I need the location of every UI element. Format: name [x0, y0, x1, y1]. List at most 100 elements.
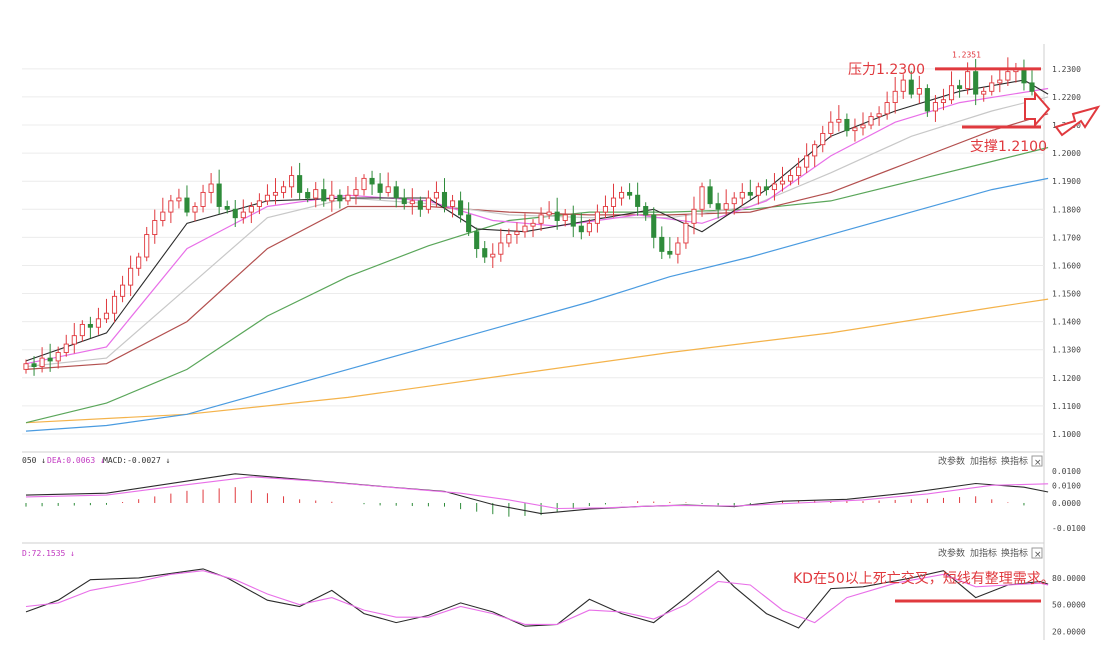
candle-up	[256, 200, 262, 207]
candle-down	[441, 191, 448, 207]
candle-up	[313, 189, 319, 199]
candle-down	[715, 203, 721, 210]
macd-tick-label: -0.0100	[1052, 524, 1086, 533]
candle-down	[578, 225, 584, 233]
candle-up	[63, 343, 69, 353]
macd-tick-label: 0.0100	[1052, 467, 1081, 476]
candle-down	[482, 248, 488, 258]
candle-down	[232, 208, 238, 219]
candle-down	[474, 231, 480, 250]
macd-close-button[interactable]	[1031, 455, 1043, 467]
candle-up	[546, 211, 552, 216]
candle-up	[739, 191, 745, 199]
candle-up	[409, 200, 415, 205]
candle-up	[586, 222, 592, 233]
moving-average-line	[25, 177, 1049, 432]
candle-up	[71, 335, 77, 345]
price-tick-label: 1.2000	[1052, 149, 1081, 158]
candle-up	[602, 206, 609, 213]
candle-up	[771, 183, 778, 191]
candle-up	[192, 206, 198, 213]
candle-down	[844, 118, 850, 132]
candle-down	[305, 191, 311, 199]
candle-up	[932, 102, 938, 112]
candle-down	[635, 194, 641, 207]
candle-down	[417, 200, 423, 210]
price-tick-label: 1.1400	[1052, 318, 1081, 327]
candle-down	[369, 177, 375, 185]
macd-panel: 050 ↓ DEA:0.0063 ↓ MACD:-0.0027 ↓ 改参数 加指…	[22, 455, 1086, 533]
macd-add-indicator-button[interactable]: 加指标	[970, 455, 997, 467]
candle-up	[152, 220, 158, 236]
price-tick-label: 1.2300	[1052, 65, 1081, 74]
close-icon: ×	[1034, 458, 1042, 468]
candle-down	[747, 191, 753, 196]
support-label: 支撑1.2100	[970, 139, 1047, 155]
candle-up	[788, 175, 794, 182]
macd-edit-params-button[interactable]: 改参数	[938, 455, 965, 467]
candle-up	[128, 267, 134, 286]
macd-dif-line	[25, 473, 1049, 515]
macd-dea-line	[25, 476, 1049, 510]
macd-switch-indicator-button[interactable]: 换指标	[1001, 455, 1028, 467]
candle-up	[353, 189, 359, 196]
candle-up	[280, 186, 287, 193]
candle-down	[659, 236, 665, 252]
candle-up	[385, 186, 391, 193]
kd-lines	[25, 568, 1049, 629]
candle-up	[876, 113, 882, 118]
resistance-label: 压力1.2300	[848, 62, 925, 78]
price-tick-label: 1.1100	[1052, 402, 1081, 411]
candle-up	[498, 242, 504, 255]
candle-up	[514, 231, 520, 236]
kd-panel: D:72.1535 ↓ 改参数 加指标 换指标 × 80.0000 50.0000…	[22, 547, 1086, 637]
candle-up	[433, 191, 439, 199]
candle-down	[707, 186, 713, 205]
candle-up	[562, 214, 568, 221]
macd-header-dea: DEA:0.0063 ↓	[47, 456, 105, 465]
candle-up	[779, 180, 786, 185]
candle-up	[272, 191, 279, 196]
kd-axis: 80.0000 50.0000 20.0000	[1052, 574, 1086, 637]
kd-switch-indicator-button[interactable]: 换指标	[1001, 547, 1028, 559]
candle-down	[973, 71, 979, 95]
price-tick-label: 1.1300	[1052, 346, 1081, 355]
resistance-annotation: 压力1.2300 1.2351	[848, 51, 1041, 78]
candle-down	[667, 250, 673, 255]
candle-up	[425, 197, 431, 210]
candle-up	[731, 197, 737, 205]
macd-tick-label: 0.0000	[1052, 499, 1081, 508]
kd-annotation: KD在50以上死亡交叉，短线有整理需求。	[793, 570, 1055, 587]
candle-down	[224, 206, 230, 210]
kd-tick-label: 80.0000	[1052, 574, 1086, 583]
candle-up	[530, 222, 536, 227]
candle-down	[377, 183, 383, 193]
candle-up	[490, 253, 496, 258]
candle-up	[675, 242, 681, 255]
candle-up	[916, 88, 922, 95]
candle-up	[796, 166, 802, 177]
candlesticks	[23, 57, 1035, 376]
candle-up	[723, 203, 729, 210]
kd-close-button[interactable]	[1031, 547, 1043, 559]
candle-up	[136, 256, 142, 269]
candle-up	[755, 186, 761, 196]
candle-down	[458, 200, 464, 216]
candle-up	[168, 200, 174, 213]
candle-down	[627, 191, 633, 196]
candle-up	[264, 194, 270, 202]
kd-add-indicator-button[interactable]: 加指标	[970, 547, 997, 559]
candle-down	[184, 197, 190, 213]
close-icon: ×	[1034, 550, 1042, 560]
candle-up	[111, 295, 118, 314]
macd-header-dif: 050 ↓	[22, 456, 46, 465]
candle-down	[651, 214, 657, 238]
candle-down	[31, 363, 37, 368]
candle-up	[522, 225, 528, 233]
candle-down	[570, 214, 576, 227]
candle-up	[683, 222, 689, 244]
kd-edit-params-button[interactable]: 改参数	[938, 547, 965, 559]
main-price-axis: 1.23001.22001.21001.20001.19001.18001.17…	[1052, 65, 1081, 439]
candle-up	[997, 79, 1003, 84]
